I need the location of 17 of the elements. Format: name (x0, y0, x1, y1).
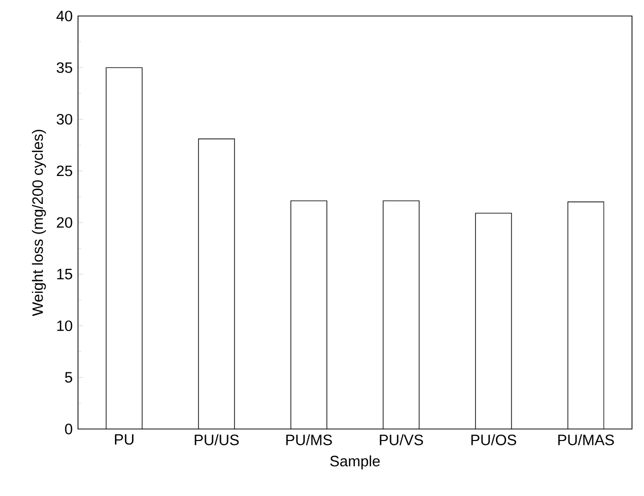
x-axis-title: Sample (330, 455, 380, 470)
y-tick-label: 0 (65, 424, 72, 434)
y-tick-label: 10 (57, 320, 72, 332)
x-tick-label: PU/OS (471, 434, 516, 446)
x-tick-label: PU (114, 434, 134, 445)
x-tick-label: PU/MS (286, 434, 332, 446)
x-tick-label: PU/US (194, 434, 239, 446)
y-axis-title: Weight loss (mg/200 cycles) (32, 130, 46, 316)
x-tick-label: PU/VS (380, 434, 423, 446)
y-tick-label: 40 (56, 10, 72, 22)
y-tick-label: 20 (56, 217, 72, 228)
y-tick-label: 35 (56, 62, 72, 73)
y-tick-label: 5 (65, 372, 72, 383)
y-tick-label: 30 (56, 114, 72, 125)
x-tick-label: PU/MAS (558, 434, 614, 446)
y-tick-label: 25 (56, 166, 72, 176)
y-tick-label: 15 (57, 268, 72, 280)
